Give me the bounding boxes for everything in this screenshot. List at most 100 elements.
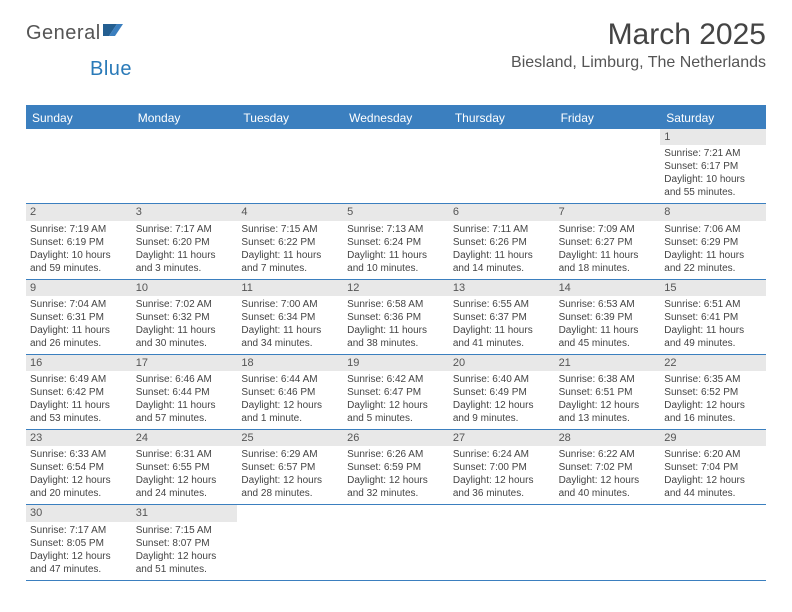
daylight-text: Daylight: 11 hours and 34 minutes.: [241, 324, 339, 350]
logo-text-general: General: [26, 22, 101, 45]
sunrise-text: Sunrise: 6:49 AM: [30, 373, 128, 386]
sunrise-text: Sunrise: 6:58 AM: [347, 298, 445, 311]
day-cell: 19Sunrise: 6:42 AMSunset: 6:47 PMDayligh…: [343, 355, 449, 429]
day-cell: [132, 129, 238, 203]
sunrise-text: Sunrise: 7:09 AM: [559, 223, 657, 236]
day-number: 28: [555, 430, 661, 446]
daylight-text: Daylight: 11 hours and 22 minutes.: [664, 249, 762, 275]
week-row: 16Sunrise: 6:49 AMSunset: 6:42 PMDayligh…: [26, 355, 766, 430]
day-cell: [555, 129, 661, 203]
daylight-text: Daylight: 10 hours and 59 minutes.: [30, 249, 128, 275]
sunset-text: Sunset: 7:00 PM: [453, 461, 551, 474]
weeks-container: 1Sunrise: 7:21 AMSunset: 6:17 PMDaylight…: [26, 129, 766, 581]
sunrise-text: Sunrise: 7:13 AM: [347, 223, 445, 236]
day-number: 24: [132, 430, 238, 446]
sunset-text: Sunset: 8:07 PM: [136, 537, 234, 550]
week-row: 30 Sunrise: 7:17 AMSunset: 8:05 PM Dayligh…: [26, 505, 766, 580]
sunset-text: Sunset: 6:49 PM: [453, 386, 551, 399]
day-cell: 12 Sunrise: 6:58 AMSunset: 6:36 PMDayligh…: [343, 280, 449, 354]
day-number: 30: [26, 505, 132, 521]
daylight-text: Daylight: 12 hours and 51 minutes.: [136, 550, 234, 576]
dow-tuesday: Tuesday: [237, 107, 343, 129]
sunrise-text: Sunrise: 7:00 AM: [241, 298, 339, 311]
sunset-text: Sunset: 7:02 PM: [559, 461, 657, 474]
day-cell: 9Sunrise: 7:04 AMSunset: 6:31 PMDaylight…: [26, 280, 132, 354]
week-row: 9Sunrise: 7:04 AMSunset: 6:31 PMDaylight…: [26, 280, 766, 355]
day-cell: 4Sunrise: 7:15 AMSunset: 6:22 PMDaylight…: [237, 204, 343, 278]
day-cell: 23Sunrise: 6:33 AMSunset: 6:54 PMDayligh…: [26, 430, 132, 504]
dow-sunday: Sunday: [26, 107, 132, 129]
day-cell: [449, 129, 555, 203]
sunrise-text: Sunrise: 7:17 AM: [30, 524, 128, 537]
day-cell: 11Sunrise: 7:00 AMSunset: 6:34 PMDayligh…: [237, 280, 343, 354]
daylight-text: Daylight: 12 hours and 5 minutes.: [347, 399, 445, 425]
sunrise-text: Sunrise: 6:35 AM: [664, 373, 762, 386]
sunrise-text: Sunrise: 7:02 AM: [136, 298, 234, 311]
sunrise-text: Sunrise: 7:21 AM: [664, 147, 762, 160]
day-cell: 26Sunrise: 6:26 AMSunset: 6:59 PMDayligh…: [343, 430, 449, 504]
day-number: 20: [449, 355, 555, 371]
daylight-text: Daylight: 12 hours and 24 minutes.: [136, 474, 234, 500]
daylight-text: Daylight: 11 hours and 3 minutes.: [136, 249, 234, 275]
sunset-text: Sunset: 6:36 PM: [347, 311, 445, 324]
day-cell: [555, 505, 661, 579]
day-cell: 20Sunrise: 6:40 AMSunset: 6:49 PMDayligh…: [449, 355, 555, 429]
day-number: 1: [660, 129, 766, 145]
sunrise-text: Sunrise: 6:22 AM: [559, 448, 657, 461]
day-number: 17: [132, 355, 238, 371]
day-number: 5: [343, 204, 449, 220]
day-cell: 27Sunrise: 6:24 AMSunset: 7:00 PMDayligh…: [449, 430, 555, 504]
daylight-text: Daylight: 12 hours and 20 minutes.: [30, 474, 128, 500]
day-number: 19: [343, 355, 449, 371]
day-number: 16: [26, 355, 132, 371]
sunset-text: Sunset: 6:55 PM: [136, 461, 234, 474]
day-cell: [660, 505, 766, 579]
sunset-text: Sunset: 6:32 PM: [136, 311, 234, 324]
daylight-text: Daylight: 12 hours and 28 minutes.: [241, 474, 339, 500]
day-cell: 14Sunrise: 6:53 AMSunset: 6:39 PMDayligh…: [555, 280, 661, 354]
month-title: March 2025: [511, 18, 766, 52]
sunset-text: Sunset: 6:19 PM: [30, 236, 128, 249]
daylight-text: Daylight: 12 hours and 44 minutes.: [664, 474, 762, 500]
day-cell: 7Sunrise: 7:09 AMSunset: 6:27 PMDaylight…: [555, 204, 661, 278]
sunset-text: Sunset: 6:59 PM: [347, 461, 445, 474]
sunset-text: Sunset: 6:57 PM: [241, 461, 339, 474]
daylight-text: Daylight: 11 hours and 38 minutes.: [347, 324, 445, 350]
sunrise-text: Sunrise: 6:53 AM: [559, 298, 657, 311]
sunrise-text: Sunrise: 6:26 AM: [347, 448, 445, 461]
day-number: 12: [343, 280, 449, 296]
day-cell: 15Sunrise: 6:51 AMSunset: 6:41 PMDayligh…: [660, 280, 766, 354]
dow-wednesday: Wednesday: [343, 107, 449, 129]
sunset-text: Sunset: 6:52 PM: [664, 386, 762, 399]
day-cell: 30Sunrise: 7:17 AMSunset: 8:05 PMDayligh…: [26, 505, 132, 579]
sunrise-text: Sunrise: 6:51 AM: [664, 298, 762, 311]
day-cell: 6Sunrise: 7:11 AMSunset: 6:26 PMDaylight…: [449, 204, 555, 278]
dow-monday: Monday: [132, 107, 238, 129]
day-number: 7: [555, 204, 661, 220]
sunrise-text: Sunrise: 6:31 AM: [136, 448, 234, 461]
day-number: 13: [449, 280, 555, 296]
sunset-text: Sunset: 8:05 PM: [30, 537, 128, 550]
week-row: 23Sunrise: 6:33 AMSunset: 6:54 PMDayligh…: [26, 430, 766, 505]
day-cell: [449, 505, 555, 579]
day-cell: 2 Sunrise: 7:19 AMSunset: 6:19 PMDaylight…: [26, 204, 132, 278]
daylight-text: Daylight: 11 hours and 30 minutes.: [136, 324, 234, 350]
daylight-text: Daylight: 12 hours and 40 minutes.: [559, 474, 657, 500]
daylight-text: Daylight: 12 hours and 9 minutes.: [453, 399, 551, 425]
day-cell: [237, 129, 343, 203]
day-number: 14: [555, 280, 661, 296]
sunrise-text: Sunrise: 7:15 AM: [136, 524, 234, 537]
day-number: 2: [26, 204, 132, 220]
sunset-text: Sunset: 6:39 PM: [559, 311, 657, 324]
daylight-text: Daylight: 12 hours and 16 minutes.: [664, 399, 762, 425]
day-cell: 18Sunrise: 6:44 AMSunset: 6:46 PMDayligh…: [237, 355, 343, 429]
sunrise-text: Sunrise: 7:19 AM: [30, 223, 128, 236]
day-cell: [343, 129, 449, 203]
daylight-text: Daylight: 11 hours and 57 minutes.: [136, 399, 234, 425]
daylight-text: Daylight: 11 hours and 10 minutes.: [347, 249, 445, 275]
sunset-text: Sunset: 6:37 PM: [453, 311, 551, 324]
sunrise-text: Sunrise: 6:46 AM: [136, 373, 234, 386]
day-cell: 31Sunrise: 7:15 AMSunset: 8:07 PMDayligh…: [132, 505, 238, 579]
sunrise-text: Sunrise: 6:20 AM: [664, 448, 762, 461]
day-cell: 3Sunrise: 7:17 AMSunset: 6:20 PMDaylight…: [132, 204, 238, 278]
